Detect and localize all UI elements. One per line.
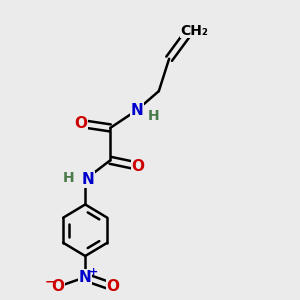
Text: +: + [89,267,98,277]
Text: H: H [148,109,160,122]
Text: N: N [79,270,92,285]
Text: O: O [51,279,64,294]
Text: H: H [62,171,74,185]
Text: CH₂: CH₂ [180,24,208,38]
Text: N: N [82,172,94,187]
Text: O: O [132,159,145,174]
Text: O: O [107,279,120,294]
Text: N: N [130,103,143,118]
Text: −: − [45,275,55,288]
Text: O: O [74,116,87,131]
